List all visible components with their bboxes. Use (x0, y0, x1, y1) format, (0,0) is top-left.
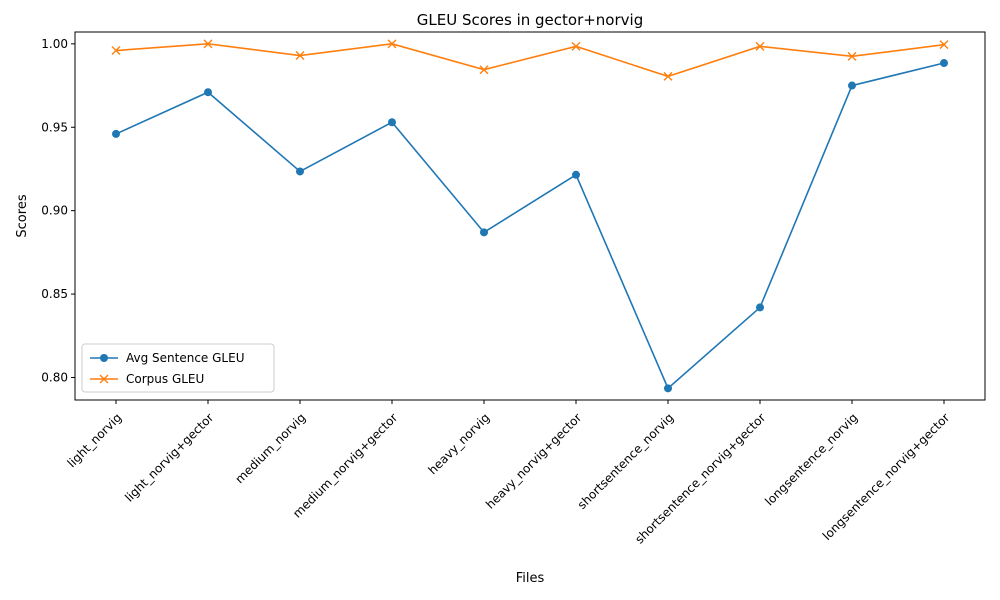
data-point (388, 118, 396, 127)
data-point (204, 88, 212, 97)
data-point (664, 384, 672, 393)
legend-label: Avg Sentence GLEU (126, 351, 244, 365)
data-point (112, 129, 120, 138)
series-line (115, 43, 945, 78)
data-point (296, 167, 304, 176)
y-axis-ticks: 0.80 0.85 0.90 0.95 1.00 (41, 37, 75, 384)
x-tick-label: medium_norvig (232, 410, 308, 486)
x-tick-label: shortsentence_norvig (575, 410, 677, 512)
data-point (295, 51, 305, 61)
y-tick-label: 0.85 (41, 287, 68, 301)
series-corpus-gleu (111, 39, 949, 81)
data-point (480, 228, 488, 237)
legend-item: Avg Sentence GLEU (90, 351, 244, 365)
data-point (203, 39, 213, 49)
x-tick-label: longsentence_norvig (762, 410, 860, 508)
legend-label: Corpus GLEU (126, 372, 204, 386)
x-tick-label: light_norvig (65, 410, 125, 470)
x-tick-label: light_norvig+gector (122, 410, 216, 504)
y-tick-label: 0.80 (41, 370, 68, 384)
data-point (571, 41, 581, 51)
y-tick-label: 1.00 (41, 37, 68, 51)
data-point (111, 46, 121, 56)
data-point (848, 81, 856, 90)
x-tick-label: heavy_norvig+gector (483, 410, 584, 511)
x-tick-label: medium_norvig+gector (290, 410, 400, 520)
legend-marker (99, 374, 109, 384)
y-tick-label: 0.90 (41, 204, 68, 218)
y-axis-label: Scores (15, 194, 30, 237)
y-tick-label: 0.95 (41, 120, 68, 134)
data-point (479, 65, 489, 75)
data-point (387, 39, 397, 49)
x-tick-label: heavy_norvig (426, 410, 493, 477)
data-point (940, 59, 948, 68)
data-point (939, 40, 949, 50)
series-line (115, 62, 945, 390)
data-point (755, 41, 765, 51)
data-point (756, 303, 764, 312)
data-point (663, 71, 673, 81)
data-point (572, 170, 580, 179)
chart-title: GLEU Scores in gector+norvig (417, 11, 643, 29)
legend: Avg Sentence GLEU Corpus GLEU (81, 343, 275, 393)
data-point (847, 51, 857, 61)
legend-box (81, 343, 275, 393)
series-avg-sentence-gleu (112, 59, 948, 393)
plot-area (74, 31, 986, 401)
legend-marker (100, 354, 108, 362)
series-layer (111, 39, 949, 393)
legend-item: Corpus GLEU (90, 372, 204, 386)
x-axis-label: Files (516, 571, 545, 586)
